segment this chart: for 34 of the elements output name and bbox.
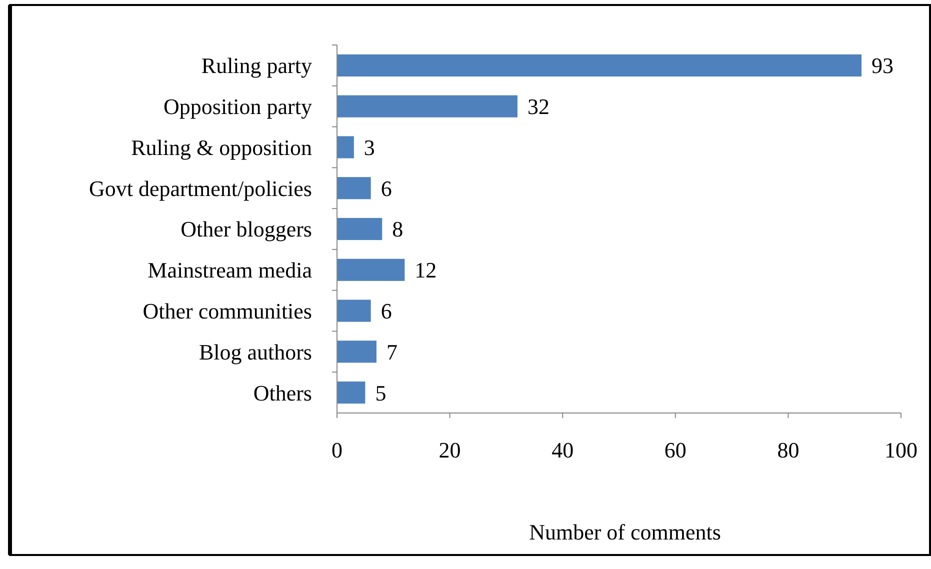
bar bbox=[337, 340, 376, 363]
data-label: 5 bbox=[375, 380, 386, 406]
data-label: 32 bbox=[527, 94, 550, 120]
data-label: 8 bbox=[392, 216, 404, 242]
data-label: 6 bbox=[380, 176, 392, 201]
y-tick-label: Govt department/policies bbox=[89, 176, 312, 201]
y-tick-label: Ruling & opposition bbox=[131, 134, 312, 160]
y-tick-label: Ruling party bbox=[201, 53, 312, 78]
bar bbox=[337, 218, 382, 240]
y-tick-label: Other bloggers bbox=[180, 216, 312, 242]
bar bbox=[337, 258, 405, 281]
x-tick-label: 0 bbox=[332, 438, 342, 463]
data-label: 6 bbox=[380, 298, 392, 324]
y-tick-label: Opposition party bbox=[164, 94, 312, 120]
data-label: 3 bbox=[364, 134, 375, 160]
data-label: 93 bbox=[872, 53, 894, 78]
bar bbox=[337, 136, 354, 158]
x-tick-label: 20 bbox=[438, 438, 461, 463]
bar bbox=[337, 54, 862, 76]
x-axis-title: Number of comments bbox=[529, 520, 721, 545]
x-tick-label: 60 bbox=[664, 438, 686, 463]
bar bbox=[337, 177, 371, 200]
bar bbox=[337, 95, 518, 118]
y-tick-label: Blog authors bbox=[198, 339, 312, 364]
y-tick-label: Other communities bbox=[142, 298, 312, 324]
bar bbox=[337, 300, 371, 322]
x-tick-label: 100 bbox=[884, 438, 918, 463]
x-tick-label: 40 bbox=[552, 438, 574, 463]
y-tick-label: Others bbox=[253, 380, 312, 406]
data-label: 12 bbox=[414, 258, 437, 283]
y-tick-label: Mainstream media bbox=[148, 258, 312, 283]
bar bbox=[337, 382, 366, 404]
x-tick-label: 80 bbox=[777, 438, 800, 463]
data-label: 7 bbox=[386, 339, 398, 364]
